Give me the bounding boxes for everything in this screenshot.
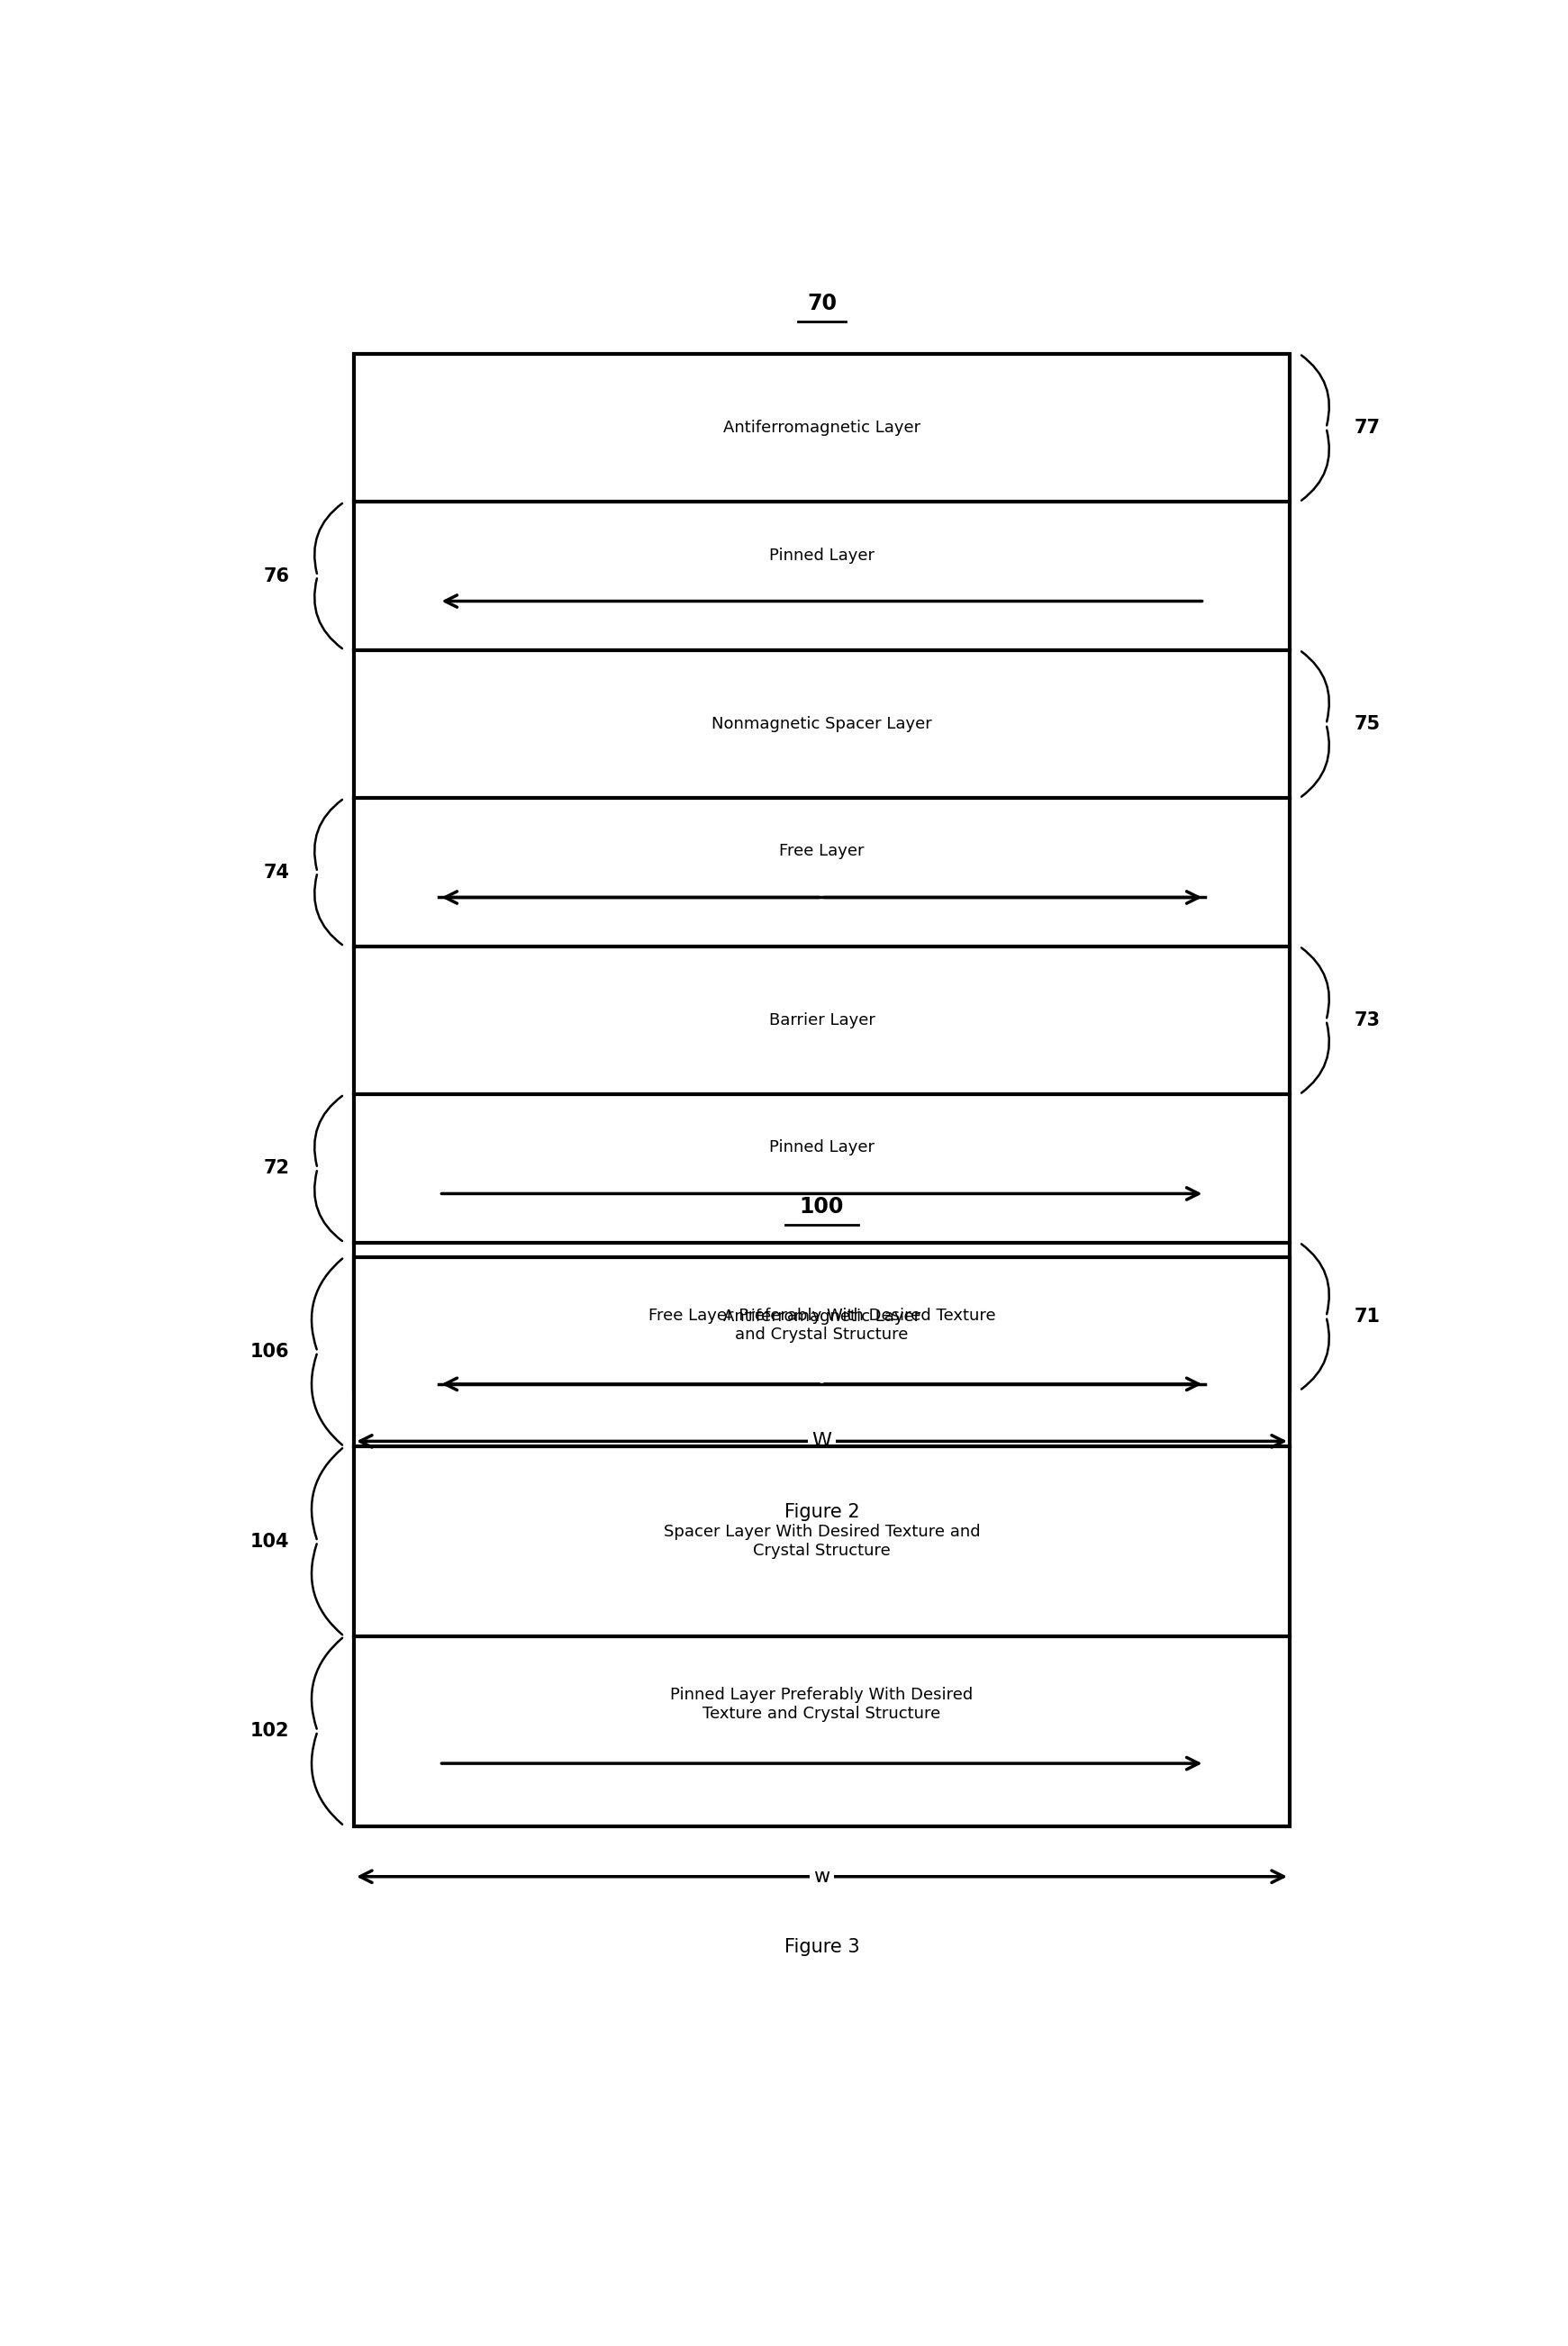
Text: 76: 76 <box>263 568 290 584</box>
Text: 72: 72 <box>263 1159 290 1178</box>
Text: Free Layer: Free Layer <box>779 842 864 859</box>
Text: 106: 106 <box>251 1342 290 1361</box>
Text: 100: 100 <box>800 1196 844 1218</box>
Text: 104: 104 <box>251 1532 290 1551</box>
Text: 73: 73 <box>1355 1011 1380 1030</box>
Text: 74: 74 <box>263 863 290 882</box>
Text: Antiferromagnetic Layer: Antiferromagnetic Layer <box>723 1309 920 1325</box>
Text: Pinned Layer Preferably With Desired
Texture and Crystal Structure: Pinned Layer Preferably With Desired Tex… <box>671 1687 974 1722</box>
Text: W: W <box>812 1433 831 1450</box>
Text: Figure 2: Figure 2 <box>784 1504 859 1520</box>
Text: 75: 75 <box>1355 716 1380 732</box>
Text: Free Layer Preferably With Desired Texture
and Crystal Structure: Free Layer Preferably With Desired Textu… <box>648 1307 996 1342</box>
Text: 71: 71 <box>1355 1307 1380 1325</box>
Text: 102: 102 <box>251 1722 290 1741</box>
Text: Barrier Layer: Barrier Layer <box>768 1011 875 1028</box>
Text: Pinned Layer: Pinned Layer <box>770 547 875 563</box>
Text: Nonmagnetic Spacer Layer: Nonmagnetic Spacer Layer <box>712 716 931 732</box>
Text: Pinned Layer: Pinned Layer <box>770 1140 875 1157</box>
Text: 70: 70 <box>808 293 837 314</box>
Text: w: w <box>814 1867 829 1886</box>
Text: Figure 3: Figure 3 <box>784 1938 859 1957</box>
Bar <box>354 1257 1289 1825</box>
Text: 77: 77 <box>1355 420 1380 436</box>
Bar <box>354 354 1289 1391</box>
Text: Antiferromagnetic Layer: Antiferromagnetic Layer <box>723 420 920 436</box>
Text: Spacer Layer With Desired Texture and
Crystal Structure: Spacer Layer With Desired Texture and Cr… <box>663 1525 980 1560</box>
